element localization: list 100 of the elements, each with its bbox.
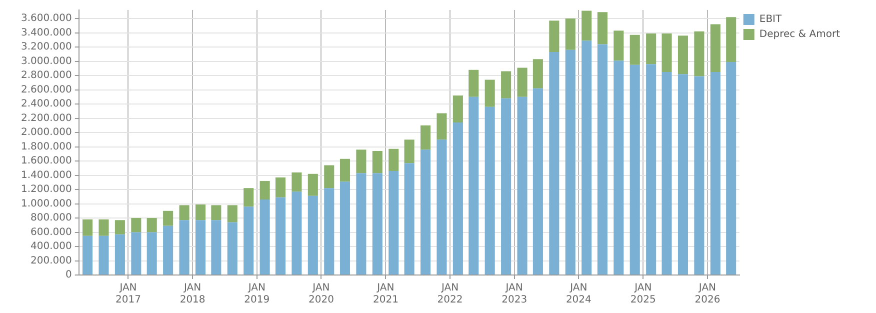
bar: [179, 220, 190, 274]
bar: [308, 196, 318, 274]
bar: [678, 74, 688, 274]
bar: [292, 172, 302, 192]
x-tick-label: JAN 2019: [244, 282, 270, 306]
bar: [179, 205, 190, 220]
y-tick-label: 2.400.000: [20, 98, 72, 110]
y-tick-label: 2.200.000: [20, 112, 72, 124]
bar: [646, 64, 656, 274]
y-tick-label: 1.000.000: [20, 198, 72, 210]
y-tick-label: 3.400.000: [20, 27, 72, 38]
bar: [131, 232, 142, 274]
bar: [630, 34, 640, 65]
bar: [517, 96, 528, 274]
bar: [532, 88, 543, 274]
bar: [726, 62, 736, 274]
bar: [340, 158, 350, 182]
bar: [195, 204, 206, 220]
bar: [549, 52, 560, 274]
bar: [82, 236, 93, 274]
bar: [195, 220, 206, 274]
x-tick-label: JAN 2020: [308, 282, 334, 306]
bar: [82, 219, 93, 236]
bar: [582, 40, 592, 274]
bar: [452, 95, 463, 123]
bar: [356, 150, 366, 174]
y-tick-label: 0: [66, 270, 72, 281]
y-tick-label: 400.000: [30, 241, 72, 252]
bar: [275, 197, 286, 274]
x-tick-label: JAN 2023: [502, 282, 528, 306]
y-tick-label: 1.400.000: [20, 170, 72, 181]
bar: [597, 44, 608, 274]
bar: [146, 218, 157, 232]
bar: [211, 205, 222, 220]
bar: [244, 206, 254, 274]
bar: [597, 12, 608, 44]
bar: [501, 71, 512, 98]
y-tick-label: 600.000: [30, 226, 72, 238]
legend-label: EBIT: [759, 14, 782, 26]
x-tick-label: JAN 2017: [116, 282, 141, 306]
bar: [420, 125, 431, 150]
bar: [678, 36, 688, 74]
bar: [484, 80, 495, 107]
bar: [292, 192, 302, 274]
bar: [532, 59, 543, 88]
bar: [404, 163, 414, 274]
y-tick-label: 3.600.000: [20, 13, 72, 24]
y-tick-label: 200.000: [30, 255, 72, 266]
bar: [420, 150, 431, 274]
bar: [726, 17, 736, 62]
y-tick-label: 1.600.000: [20, 156, 72, 167]
bar: [501, 98, 512, 274]
x-tick-label: JAN 2025: [630, 282, 656, 306]
bar: [260, 199, 270, 274]
bar: [436, 113, 447, 140]
bar: [388, 148, 399, 171]
bar: [211, 220, 222, 274]
bar: [404, 140, 414, 164]
bar: [468, 96, 479, 274]
bar: [662, 72, 672, 274]
y-tick-label: 3.000.000: [20, 56, 72, 67]
x-tick-label: JAN 2018: [180, 282, 206, 306]
bar: [694, 31, 704, 76]
bar: [710, 24, 720, 72]
bar: [324, 165, 334, 188]
bar: [662, 34, 672, 72]
bar: [436, 140, 447, 274]
x-tick-label: JAN 2026: [694, 282, 720, 306]
bar: [630, 64, 640, 274]
bar: [114, 234, 125, 274]
bar: [484, 106, 495, 274]
bar: [565, 50, 576, 274]
y-tick-label: 2.600.000: [20, 84, 72, 96]
x-tick-label: JAN 2022: [437, 282, 463, 306]
bar: [452, 122, 463, 274]
y-tick-label: 3.200.000: [20, 42, 72, 53]
bar: [163, 210, 174, 226]
bar: [710, 72, 720, 274]
y-tick-label: 1.800.000: [20, 141, 72, 152]
legend-label: Deprec & Amort: [759, 29, 840, 40]
y-tick-label: 800.000: [30, 212, 72, 224]
bar: [227, 222, 238, 274]
bar: [388, 170, 399, 274]
bar: [356, 173, 366, 274]
bar: [372, 151, 382, 174]
bar: [646, 34, 656, 64]
bar: [163, 226, 174, 274]
bar: [131, 218, 142, 232]
y-tick-label: 1.200.000: [20, 184, 72, 196]
bar: [146, 232, 157, 274]
bar: [275, 177, 286, 198]
bar: [614, 60, 624, 274]
x-tick-label: JAN 2021: [372, 282, 398, 306]
bar: [340, 182, 350, 274]
bar: [582, 10, 592, 41]
bar: [694, 76, 704, 274]
bar: [260, 180, 270, 200]
bar: [468, 70, 479, 97]
bar: [114, 220, 125, 234]
bar: [614, 30, 624, 61]
